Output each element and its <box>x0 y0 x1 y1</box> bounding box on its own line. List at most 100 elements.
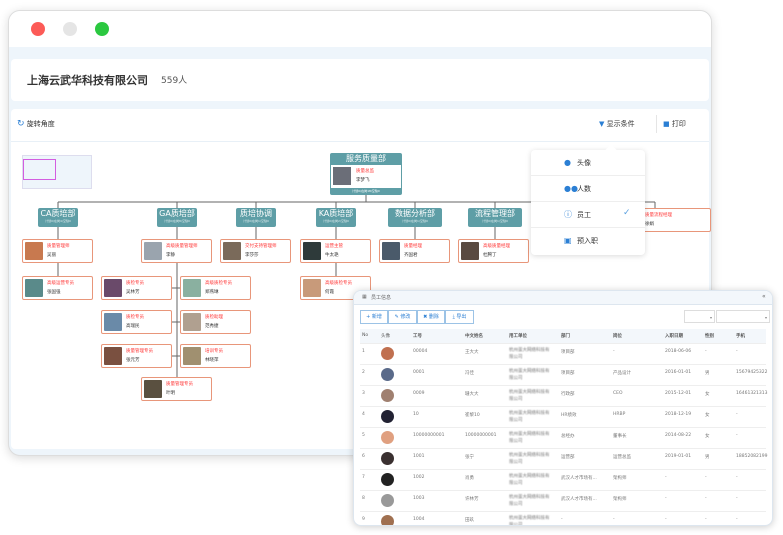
filter-icon: ▼ <box>599 120 605 128</box>
dept-node[interactable]: 质培协调 计划0/在岗1/空缺0 <box>236 208 276 227</box>
person-name: 高瑞民 <box>126 324 140 329</box>
users-icon: ●● <box>564 184 578 193</box>
person-card[interactable]: 高级质量管理师 李静 <box>141 239 212 263</box>
column-header[interactable]: 工号 <box>413 334 422 339</box>
export-button[interactable]: ⤓ 导出 <box>445 310 474 324</box>
rotate-button[interactable]: ↻ 旋转角度 <box>17 119 55 129</box>
menu-label: 预入职 <box>577 237 598 245</box>
cell: 冯佳 <box>465 371 474 376</box>
dept-node[interactable]: CA质培部 计划0/在岗4/空缺0 <box>38 208 78 227</box>
delete-button[interactable]: ✖ 删除 <box>417 310 445 324</box>
column-header[interactable]: 手机 <box>736 334 745 339</box>
table-row[interactable]: 5 10000000001 10000000001 杭州蛋大网络科技有限公司 总经办 董事… <box>360 427 766 448</box>
briefcase-icon: ▣ <box>564 236 572 245</box>
cell: - <box>613 349 615 354</box>
cell: - <box>705 496 707 501</box>
cell: 15679425322 <box>736 370 768 375</box>
person-card[interactable]: 运营主管 牛太艳 <box>300 239 371 263</box>
column-header[interactable]: 头像 <box>381 334 390 339</box>
table-row[interactable]: 6 1001 张宁 杭州蛋大网络科技有限公司 运营部 运营总监 2019-01-01 男 188… <box>360 448 768 469</box>
person-card[interactable]: 交付支持管理师 李莎莎 <box>220 239 291 263</box>
dept-node[interactable]: KA质培部 计划0/在岗2/空缺0 <box>316 208 356 227</box>
person-card[interactable]: 质量经理 齐国君 <box>379 239 450 263</box>
cell: 18852082199 <box>736 454 768 459</box>
table-row[interactable]: 9 1004 田玖 杭州蛋大网络科技有限公司 - - - - - <box>360 511 766 525</box>
cell: CEO <box>613 391 623 396</box>
maximize-window-button[interactable] <box>95 22 109 36</box>
cell: - <box>613 517 615 522</box>
table-row[interactable]: 1 00004 王大大 杭州蛋大网络科技有限公司 项目部 - 2018-06-06 - - <box>360 343 766 364</box>
dept-node[interactable]: 流程管理部 计划0/在岗1/空缺0 <box>468 208 522 227</box>
minimize-window-button[interactable] <box>63 22 77 36</box>
cell: 张宁 <box>465 455 474 460</box>
menu-item-headcount[interactable]: ●● 人数 <box>531 176 645 202</box>
column-header[interactable]: 中文姓名 <box>465 334 483 339</box>
menu-item-avatar[interactable]: ● 头像 <box>531 150 645 176</box>
person-card[interactable]: 高级质检专员 郑燕琳 <box>180 276 251 300</box>
person-card[interactable]: 高级运营专员 张国强 <box>22 276 93 300</box>
cell: 武汉人才市场有... <box>561 497 597 502</box>
cell: 女 <box>705 413 710 418</box>
check-icon: ✓ <box>623 208 631 218</box>
person-role: 高级质检专员 <box>325 281 352 286</box>
add-button[interactable]: + 新增 <box>360 310 388 324</box>
person-card[interactable]: 质检专员 吴林芳 <box>101 276 172 300</box>
avatar <box>183 313 201 331</box>
root-name: 李梦飞 <box>356 178 370 183</box>
cell: 6 <box>362 454 365 459</box>
root-node[interactable]: 服务质量部 质量总监 李梦飞 计划0/在岗18/空缺0 <box>330 153 402 195</box>
display-conditions-button[interactable]: ▼ 显示条件 <box>599 119 635 129</box>
person-card[interactable]: 质量流程经理 徐娟 <box>640 208 711 232</box>
column-header[interactable]: No <box>362 333 369 338</box>
cell: - <box>736 475 738 480</box>
cell: 杭州蛋大网络科技有限公司 <box>509 348 550 360</box>
dept-title: 数据分析部 <box>395 209 435 218</box>
collapse-icon[interactable]: « <box>762 293 766 300</box>
avatar <box>183 279 201 297</box>
minimap-viewport[interactable] <box>23 159 56 180</box>
person-card[interactable]: 培训专员 林晓萍 <box>180 344 251 368</box>
column-header[interactable]: 部门 <box>561 334 570 339</box>
person-card[interactable]: 质量管理师 吴丽 <box>22 239 93 263</box>
user-icon: ● <box>564 158 571 167</box>
dept-node[interactable]: 数据分析部 计划0/在岗1/空缺0 <box>388 208 442 227</box>
edit-button[interactable]: ✎ 修改 <box>388 310 417 324</box>
menu-item-pre-onboard[interactable]: ▣ 预入职 <box>531 228 645 254</box>
person-role: 培训专员 <box>205 349 223 354</box>
table-row[interactable]: 3 0009 珊大大 杭州蛋大网络科技有限公司 行政部 CEO 2015-12-01 女 164… <box>360 385 768 406</box>
person-card[interactable]: 质检专员 高瑞民 <box>101 310 172 334</box>
table-row[interactable]: 7 1002 肖勇 杭州蛋大网络科技有限公司 武汉人才市场有... 架构师 - - - <box>360 469 766 490</box>
cell: - <box>561 517 563 522</box>
table-row[interactable]: 4 10 崔黎10 杭州蛋大网络科技有限公司 HR绩效 HRBP 2018-12-19 女 - <box>360 406 766 427</box>
cell: - <box>705 349 707 354</box>
person-role: 质量经理 <box>404 244 422 249</box>
column-header[interactable]: 性别 <box>705 334 714 339</box>
avatar <box>144 380 162 398</box>
close-window-button[interactable] <box>31 22 45 36</box>
column-header[interactable]: 入职日期 <box>665 334 683 339</box>
person-card[interactable]: 质量管理专员 张元芳 <box>101 344 172 368</box>
person-name: 牛太艳 <box>325 253 339 258</box>
column-header[interactable]: 岗位 <box>613 334 622 339</box>
person-card[interactable]: 高级质量经理 杜腾丁 <box>458 239 529 263</box>
minimap[interactable] <box>22 155 92 189</box>
person-card[interactable]: 质检助理 范秀捷 <box>180 310 251 334</box>
person-name: 张元芳 <box>126 358 140 363</box>
cell: 架构师 <box>613 476 627 481</box>
rotate-label: 旋转角度 <box>26 120 55 128</box>
print-button[interactable]: ■ 打印 <box>663 119 686 129</box>
cell: - <box>705 517 707 522</box>
cell: 董事长 <box>613 434 627 439</box>
person-name: 何霞 <box>325 290 334 295</box>
menu-item-employee[interactable]: ⓘ 员工 ✓ <box>531 202 645 228</box>
dept-node[interactable]: GA质培部 计划0/在岗8/空缺0 <box>157 208 197 227</box>
filter-select-1[interactable]: ▾ <box>684 310 715 323</box>
person-name: 林晓萍 <box>205 358 219 363</box>
filter-select-2[interactable]: ▾ <box>716 310 770 323</box>
table-row[interactable]: 8 1003 许林芳 杭州蛋大网络科技有限公司 武汉人才市场有... 架构师 - - - <box>360 490 766 511</box>
person-card[interactable]: 质量管理专员 叶明 <box>141 377 212 401</box>
cell: - <box>665 517 667 522</box>
table-row[interactable]: 2 0001 冯佳 杭州蛋大网络科技有限公司 项目部 产品设计 2016-01-01 男 156… <box>360 364 768 385</box>
column-header[interactable]: 用工单位 <box>509 334 527 339</box>
avatar <box>223 242 241 260</box>
